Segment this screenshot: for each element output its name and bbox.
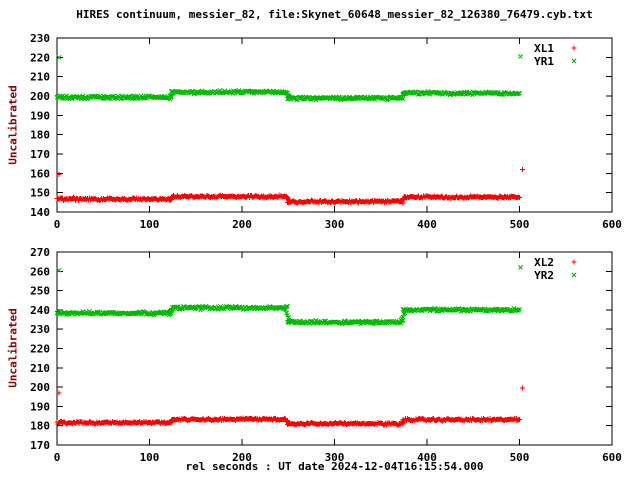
y-tick-label: 230 bbox=[30, 32, 50, 45]
series-YR1 bbox=[54, 54, 523, 103]
x-tick-label: 400 bbox=[417, 451, 437, 464]
series-XL2 bbox=[54, 385, 525, 428]
y-tick-label: 190 bbox=[30, 109, 50, 122]
legend-label-YR1: YR1 bbox=[534, 55, 554, 68]
x-tick-label: 300 bbox=[325, 218, 345, 231]
y-tick-label: 140 bbox=[30, 206, 50, 219]
legend-marker-cross-icon bbox=[571, 58, 577, 64]
legend-label-XL2: XL2 bbox=[534, 256, 554, 269]
legend-label-XL1: XL1 bbox=[534, 42, 554, 55]
x-tick-label: 100 bbox=[140, 218, 160, 231]
x-tick-label: 500 bbox=[510, 451, 530, 464]
y-tick-label: 200 bbox=[30, 90, 50, 103]
plot-panel-2: 0 100 200 300 400 500 600 170 180 190 200 210 220 230… bbox=[30, 246, 622, 464]
y-tick-label: 150 bbox=[30, 187, 50, 200]
x-tick-label: 200 bbox=[232, 218, 252, 231]
legend-marker-plus-icon bbox=[571, 259, 577, 265]
legend-marker-plus-icon bbox=[571, 45, 577, 51]
legend-marker-cross-icon bbox=[571, 272, 577, 278]
y-tick-label: 240 bbox=[30, 304, 50, 317]
y-tick-label: 250 bbox=[30, 285, 50, 298]
x-tick-label: 100 bbox=[140, 451, 160, 464]
y-tick-label: 170 bbox=[30, 148, 50, 161]
plot-border bbox=[56, 37, 613, 213]
y-tick-label: 220 bbox=[30, 343, 50, 356]
y-tick-label: 220 bbox=[30, 51, 50, 64]
x-tick-label: 200 bbox=[232, 451, 252, 464]
y-tick-label: 160 bbox=[30, 167, 50, 180]
legend-label-YR2: YR2 bbox=[534, 269, 554, 282]
plot-panel-1: 0 100 200 300 400 500 600 140 150 160 170 180 190 200… bbox=[30, 32, 622, 231]
x-tick-label: 0 bbox=[54, 218, 61, 231]
x-tick-label: 300 bbox=[325, 451, 345, 464]
axis-ticks bbox=[56, 37, 613, 213]
axis-ticks bbox=[56, 251, 613, 446]
y-tick-label: 180 bbox=[30, 129, 50, 142]
chart-title: HIRES continuum, messier_82, file:Skynet… bbox=[76, 8, 593, 21]
series-YR2 bbox=[54, 265, 523, 327]
x-tick-label: 0 bbox=[54, 451, 61, 464]
y-tick-label: 180 bbox=[30, 420, 50, 433]
y-tick-label: 260 bbox=[30, 265, 50, 278]
x-tick-label: 400 bbox=[417, 218, 437, 231]
y-tick-label: 190 bbox=[30, 400, 50, 413]
x-tick-label: 500 bbox=[510, 218, 530, 231]
y-tick-label: 230 bbox=[30, 323, 50, 336]
x-tick-label: 600 bbox=[602, 451, 622, 464]
y-tick-label: 200 bbox=[30, 381, 50, 394]
plot-border bbox=[56, 251, 613, 446]
y-tick-label: 210 bbox=[30, 362, 50, 375]
series-XL1 bbox=[54, 167, 525, 206]
y-tick-label: 270 bbox=[30, 246, 50, 259]
x-axis-label: rel seconds : UT date 2024-12-04T16:15:5… bbox=[185, 460, 484, 473]
y-tick-label: 210 bbox=[30, 71, 50, 84]
y-tick-label: 170 bbox=[30, 439, 50, 452]
x-tick-label: 600 bbox=[602, 218, 622, 231]
